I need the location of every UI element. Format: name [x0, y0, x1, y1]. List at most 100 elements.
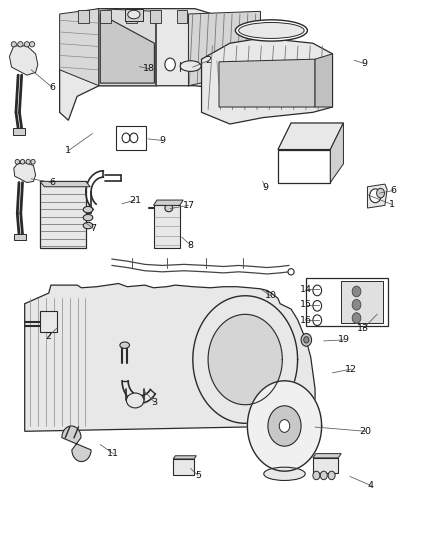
Ellipse shape	[120, 342, 130, 349]
Ellipse shape	[288, 269, 294, 275]
Text: 9: 9	[361, 59, 367, 68]
Bar	[100, 10, 111, 23]
Text: 1: 1	[65, 146, 71, 155]
Polygon shape	[100, 14, 154, 83]
Text: 12: 12	[345, 365, 357, 374]
Text: 6: 6	[391, 186, 397, 195]
Circle shape	[313, 301, 321, 311]
Text: 2: 2	[45, 332, 51, 341]
Ellipse shape	[26, 159, 30, 164]
Bar	[153, 205, 180, 248]
Circle shape	[320, 471, 327, 480]
Circle shape	[377, 188, 385, 198]
Bar	[173, 459, 194, 475]
Ellipse shape	[11, 42, 16, 47]
Bar	[313, 458, 338, 473]
Circle shape	[279, 419, 290, 432]
Bar	[177, 10, 187, 23]
Text: 19: 19	[338, 335, 350, 344]
Polygon shape	[62, 426, 91, 462]
Ellipse shape	[127, 393, 144, 408]
Polygon shape	[219, 59, 315, 107]
Circle shape	[301, 334, 311, 346]
Circle shape	[313, 285, 321, 296]
Ellipse shape	[20, 159, 25, 164]
Circle shape	[313, 471, 320, 480]
Polygon shape	[60, 9, 261, 120]
Text: 7: 7	[91, 224, 97, 233]
Polygon shape	[247, 381, 321, 471]
Circle shape	[304, 337, 309, 343]
Text: 1: 1	[389, 200, 395, 209]
Circle shape	[165, 58, 175, 71]
Polygon shape	[188, 11, 261, 86]
Ellipse shape	[83, 222, 93, 229]
Text: 20: 20	[360, 427, 372, 436]
Text: 11: 11	[107, 449, 119, 458]
Polygon shape	[10, 46, 38, 75]
Text: 13: 13	[357, 324, 369, 333]
Bar	[117, 126, 146, 150]
Text: 18: 18	[143, 64, 155, 73]
Polygon shape	[14, 233, 26, 240]
Ellipse shape	[165, 204, 173, 212]
Text: 14: 14	[300, 285, 312, 294]
Bar	[127, 10, 137, 23]
Polygon shape	[278, 123, 343, 150]
Polygon shape	[367, 184, 387, 208]
Circle shape	[352, 300, 361, 310]
Bar	[40, 181, 86, 248]
Circle shape	[122, 133, 130, 143]
Text: 8: 8	[187, 241, 194, 250]
Bar	[306, 278, 389, 326]
Bar	[40, 311, 57, 333]
Polygon shape	[278, 150, 330, 182]
Bar	[78, 10, 89, 23]
Text: 21: 21	[129, 196, 141, 205]
Polygon shape	[14, 163, 35, 182]
Circle shape	[130, 133, 138, 143]
Polygon shape	[315, 54, 332, 107]
Text: 9: 9	[160, 136, 166, 145]
Text: 9: 9	[263, 183, 269, 192]
Ellipse shape	[128, 10, 140, 19]
Polygon shape	[40, 181, 90, 187]
Polygon shape	[313, 454, 341, 458]
Ellipse shape	[24, 42, 29, 47]
Text: 15: 15	[300, 300, 312, 309]
Polygon shape	[201, 38, 332, 124]
Ellipse shape	[264, 467, 305, 480]
Text: 4: 4	[368, 481, 374, 490]
Circle shape	[352, 313, 361, 324]
Polygon shape	[25, 284, 315, 431]
Circle shape	[268, 406, 301, 446]
Ellipse shape	[83, 206, 93, 213]
Bar	[150, 10, 161, 23]
Text: 2: 2	[205, 56, 211, 65]
Circle shape	[370, 189, 381, 203]
Ellipse shape	[180, 61, 201, 71]
Polygon shape	[13, 128, 25, 135]
Polygon shape	[60, 9, 99, 86]
Text: 6: 6	[49, 83, 55, 92]
Ellipse shape	[239, 22, 304, 38]
Text: 16: 16	[300, 316, 312, 325]
Polygon shape	[330, 123, 343, 182]
Polygon shape	[173, 456, 196, 459]
Ellipse shape	[29, 42, 35, 47]
Ellipse shape	[31, 159, 35, 164]
Text: 5: 5	[195, 471, 201, 480]
Ellipse shape	[15, 159, 19, 164]
Circle shape	[313, 315, 321, 326]
Circle shape	[352, 286, 361, 297]
Text: 10: 10	[265, 291, 276, 300]
Ellipse shape	[83, 214, 93, 221]
Polygon shape	[153, 200, 183, 205]
Text: 6: 6	[49, 178, 55, 187]
Bar	[341, 281, 383, 323]
Polygon shape	[208, 314, 283, 405]
Bar	[125, 9, 143, 21]
Text: 3: 3	[151, 398, 157, 407]
Ellipse shape	[235, 20, 307, 41]
Circle shape	[328, 471, 335, 480]
